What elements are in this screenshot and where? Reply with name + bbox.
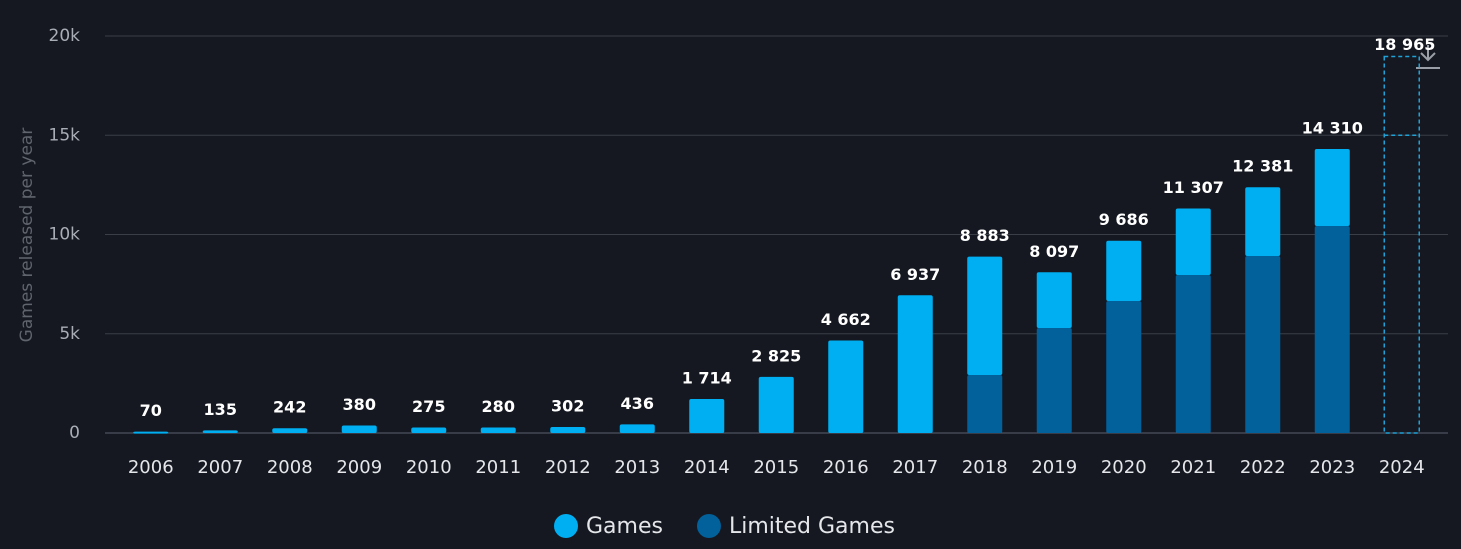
y-tick-label: 15k	[49, 125, 81, 145]
x-tick-label: 2011	[475, 457, 521, 478]
total-label: 275	[412, 397, 445, 416]
x-tick-label: 2023	[1309, 457, 1355, 478]
total-label: 11 307	[1163, 178, 1224, 197]
bar-segment	[689, 398, 725, 433]
y-tick-label: 20k	[49, 26, 81, 46]
bar-segment	[341, 425, 377, 433]
y-tick-label: 5k	[59, 324, 80, 344]
download-icon[interactable]	[1416, 45, 1440, 69]
bar-segment	[1245, 187, 1281, 256]
total-label: 2 825	[751, 346, 801, 365]
bar-segment	[1106, 240, 1142, 301]
x-tick-label: 2019	[1031, 457, 1077, 478]
x-tick-label: 2007	[197, 457, 243, 478]
total-label: 135	[204, 400, 237, 419]
legend-label: Limited Games	[729, 514, 895, 539]
legend-marker	[696, 514, 721, 538]
y-axis-label: Games released per year	[17, 128, 37, 343]
x-tick-label: 2018	[962, 457, 1008, 478]
total-label: 9 686	[1099, 210, 1149, 229]
bar-segment	[828, 340, 864, 433]
x-tick-label: 2022	[1240, 457, 1286, 478]
total-label: 6 937	[890, 265, 940, 284]
projection-label: 18 965	[1374, 35, 1435, 54]
bar-segment	[411, 427, 447, 433]
x-tick-label: 2006	[128, 457, 174, 478]
bar-segment	[967, 256, 1003, 376]
bar-segment	[967, 375, 1003, 433]
bar-segment	[897, 295, 933, 433]
total-label: 242	[273, 398, 306, 417]
total-label: 436	[621, 394, 654, 413]
x-tick-label: 2014	[684, 457, 730, 478]
x-tick-label: 2024	[1379, 457, 1425, 478]
bar-segment	[133, 431, 169, 434]
total-label: 8 097	[1029, 242, 1079, 261]
bar-segment	[619, 424, 655, 433]
bar-segment	[1314, 225, 1350, 433]
total-label: 14 310	[1302, 118, 1363, 137]
total-label: 4 662	[821, 310, 871, 329]
x-tick-label: 2015	[753, 457, 799, 478]
total-label: 12 381	[1232, 157, 1293, 176]
y-tick-label: 10k	[49, 225, 81, 245]
x-tick-label: 2010	[406, 457, 452, 478]
total-label: 70	[140, 401, 162, 420]
x-tick-label: 2021	[1170, 457, 1216, 478]
x-tick-label: 2013	[614, 457, 660, 478]
x-tick-label: 2016	[823, 457, 869, 478]
bar-segment	[1036, 272, 1072, 328]
bar-segment	[1175, 274, 1211, 433]
total-label: 8 883	[960, 226, 1010, 245]
x-tick-label: 2017	[892, 457, 938, 478]
bar-segment	[480, 427, 516, 433]
y-tick-label: 0	[69, 423, 80, 443]
x-tick-label: 2008	[267, 457, 313, 478]
total-label: 302	[551, 397, 584, 416]
total-label: 380	[343, 395, 376, 414]
bar-segment	[1036, 327, 1072, 433]
bar-segment	[1106, 300, 1142, 433]
bar-segment	[202, 430, 238, 433]
legend-label: Games	[586, 514, 663, 539]
total-label: 1 714	[682, 368, 732, 387]
x-tick-label: 2020	[1101, 457, 1147, 478]
x-tick-label: 2009	[336, 457, 382, 478]
x-tick-label: 2012	[545, 457, 591, 478]
bar-segment	[272, 428, 308, 433]
bar-segment	[550, 427, 586, 433]
bar-segment	[1175, 208, 1211, 275]
bar-segment	[1245, 255, 1281, 433]
legend-marker	[554, 514, 578, 538]
bar-segment	[758, 376, 794, 433]
bar-segment	[1314, 148, 1350, 226]
projection-bar	[1383, 55, 1420, 434]
total-label: 280	[482, 397, 515, 416]
